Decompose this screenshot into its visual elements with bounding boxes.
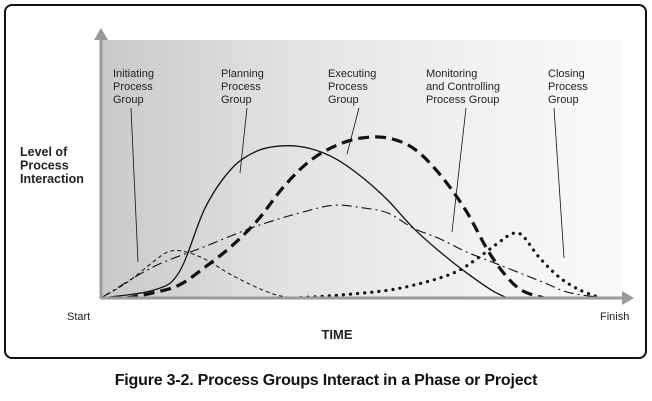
x-axis-arrow (622, 291, 634, 305)
series-line-initiating (100, 249, 300, 299)
series-line-planning (100, 145, 509, 299)
x-start-label: Start (67, 311, 90, 323)
figure-caption: Figure 3-2. Process Groups Interact in a… (114, 372, 538, 389)
axes-layer (94, 28, 634, 305)
series-layer (100, 135, 607, 300)
leader-line-executing (346, 107, 360, 155)
leader-line-initiating (130, 107, 139, 263)
y-axis-label: Level of Process Interaction (20, 145, 84, 186)
x-axis-label: TIME (321, 327, 352, 342)
series-label-closing: Closing Process Group (548, 68, 588, 106)
leader-line-closing (553, 107, 565, 259)
x-end-label: Finish (600, 311, 629, 323)
series-line-executing (126, 135, 545, 300)
series-label-planning: Planning Process Group (221, 68, 264, 106)
leader-line-monitoring (451, 107, 467, 233)
text-layer: Initiating Process Group Planning Process Gro… (20, 68, 629, 342)
series-label-initiating: Initiating Process Group (113, 68, 154, 106)
series-label-executing: Executing Process Group (328, 68, 376, 106)
series-label-monitoring: Monitoring and Controlling Process Group (426, 68, 500, 106)
series-line-monitoring (100, 204, 607, 299)
plot-background (101, 40, 622, 298)
leader-line-planning (239, 107, 248, 174)
y-axis-arrow (94, 28, 108, 40)
